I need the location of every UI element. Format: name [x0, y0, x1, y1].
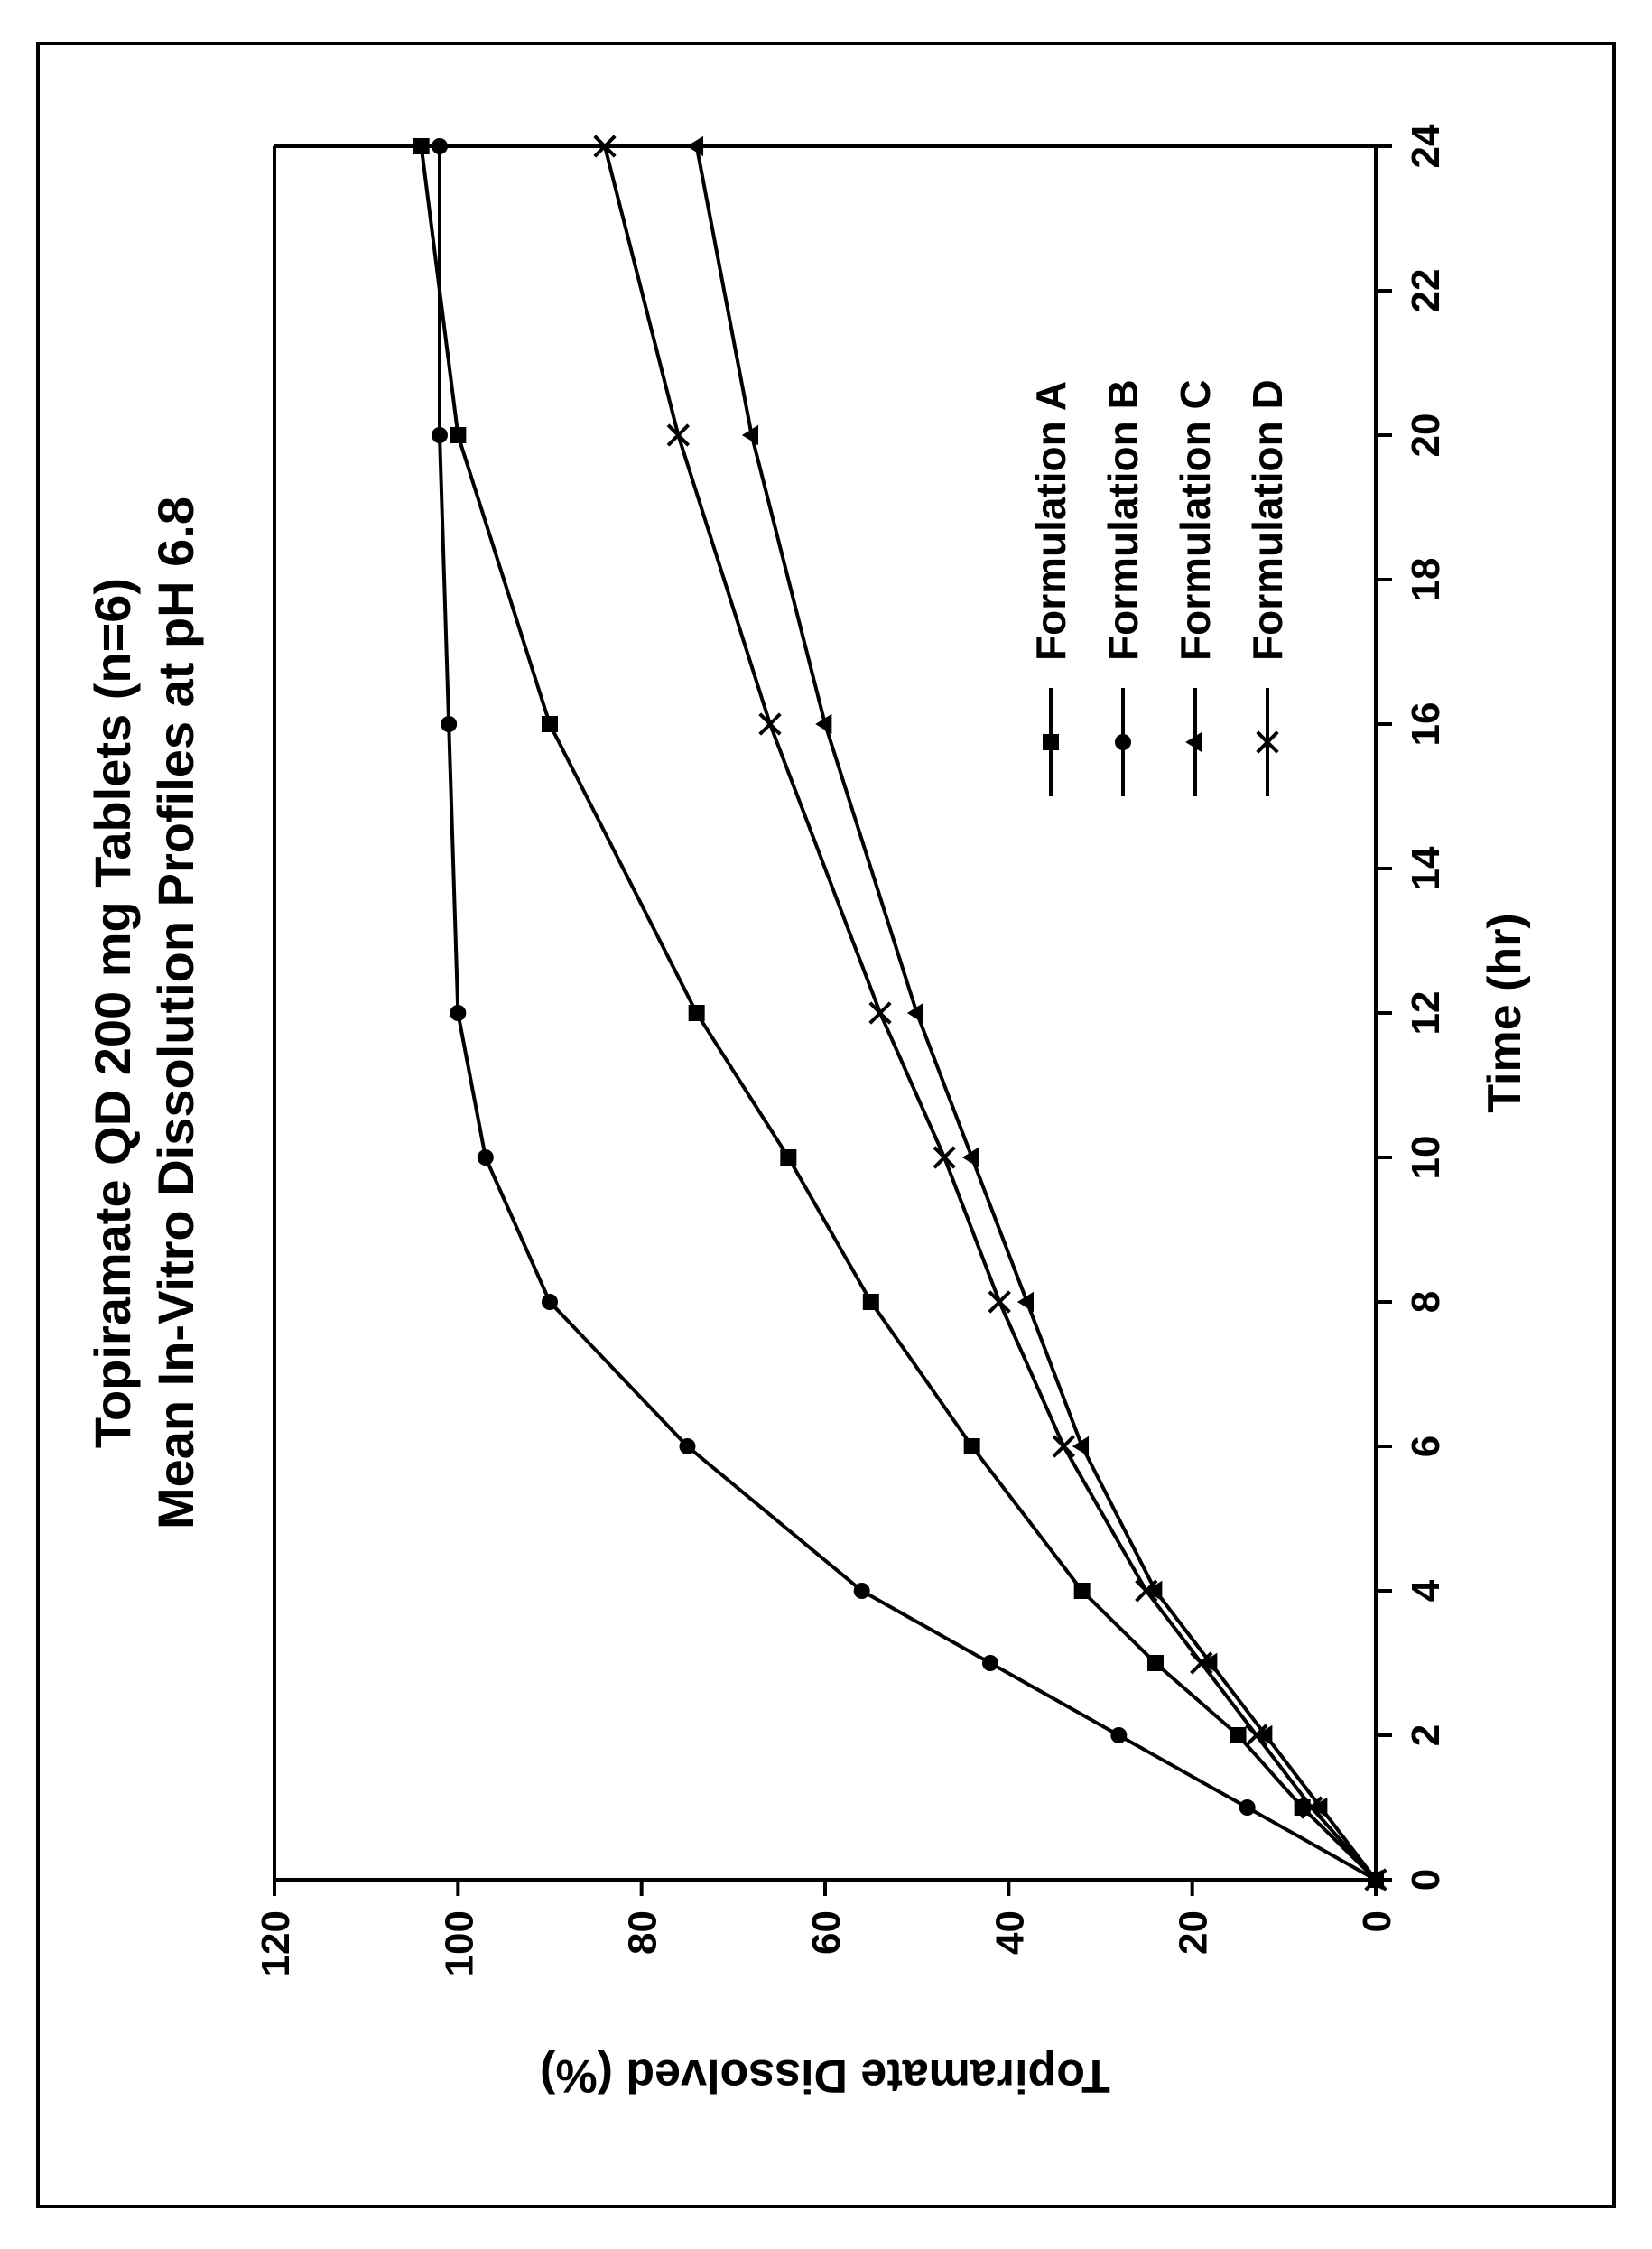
y-tick-label: 40 [988, 1910, 1032, 1955]
x-tick-label: 8 [1404, 1290, 1448, 1312]
legend-label: Formulation C [1172, 379, 1219, 661]
x-tick-label: 6 [1404, 1435, 1448, 1456]
square-marker [413, 138, 430, 154]
page: Topiramate QD 200 mg Tablets (n=6)Mean I… [0, 0, 1652, 2249]
x-tick-label: 4 [1404, 1579, 1448, 1602]
legend-label: Formulation D [1244, 379, 1291, 661]
y-tick-label: 60 [804, 1910, 849, 1955]
dissolution-chart: Topiramate QD 200 mg Tablets (n=6)Mean I… [40, 45, 1612, 2205]
chart-title-line1: Topiramate QD 200 mg Tablets (n=6) [84, 577, 141, 1447]
x-tick-label: 2 [1404, 1724, 1448, 1745]
x-tick-label: 20 [1404, 413, 1448, 457]
x-axis-label: Time (hr) [1479, 913, 1531, 1113]
y-tick-label: 100 [437, 1910, 481, 1976]
y-tick-label: 80 [621, 1910, 665, 1955]
x-tick-label: 16 [1404, 702, 1448, 746]
x-tick-label: 24 [1404, 124, 1448, 168]
x-tick-label: 12 [1404, 990, 1448, 1035]
legend-label: Formulation B [1100, 379, 1146, 661]
x-tick-label: 22 [1404, 268, 1448, 312]
square-marker [689, 1005, 705, 1021]
x-tick-label: 18 [1404, 557, 1448, 601]
square-marker [1230, 1727, 1247, 1743]
y-axis-label: Topiramate Dissolved (%) [540, 2049, 1110, 2102]
square-marker [1147, 1655, 1164, 1671]
square-marker [1043, 734, 1059, 750]
x-tick-label: 14 [1404, 846, 1448, 890]
square-marker [863, 1294, 879, 1310]
y-tick-label: 0 [1355, 1910, 1399, 1932]
legend-label: Formulation A [1027, 380, 1074, 660]
x-tick-label: 0 [1404, 1868, 1448, 1890]
square-marker [964, 1438, 980, 1454]
square-marker [450, 427, 466, 443]
chart-title-line2: Mean In-Vitro Dissolution Profiles at pH… [147, 496, 204, 1529]
square-marker [1074, 1583, 1091, 1599]
square-marker [780, 1149, 796, 1166]
y-tick-label: 20 [1172, 1910, 1216, 1955]
x-tick-label: 10 [1404, 1135, 1448, 1179]
y-tick-label: 120 [254, 1910, 298, 1976]
chart-frame: Topiramate QD 200 mg Tablets (n=6)Mean I… [36, 42, 1616, 2208]
rotated-container: Topiramate QD 200 mg Tablets (n=6)Mean I… [36, 42, 1616, 2208]
square-marker [542, 716, 558, 732]
